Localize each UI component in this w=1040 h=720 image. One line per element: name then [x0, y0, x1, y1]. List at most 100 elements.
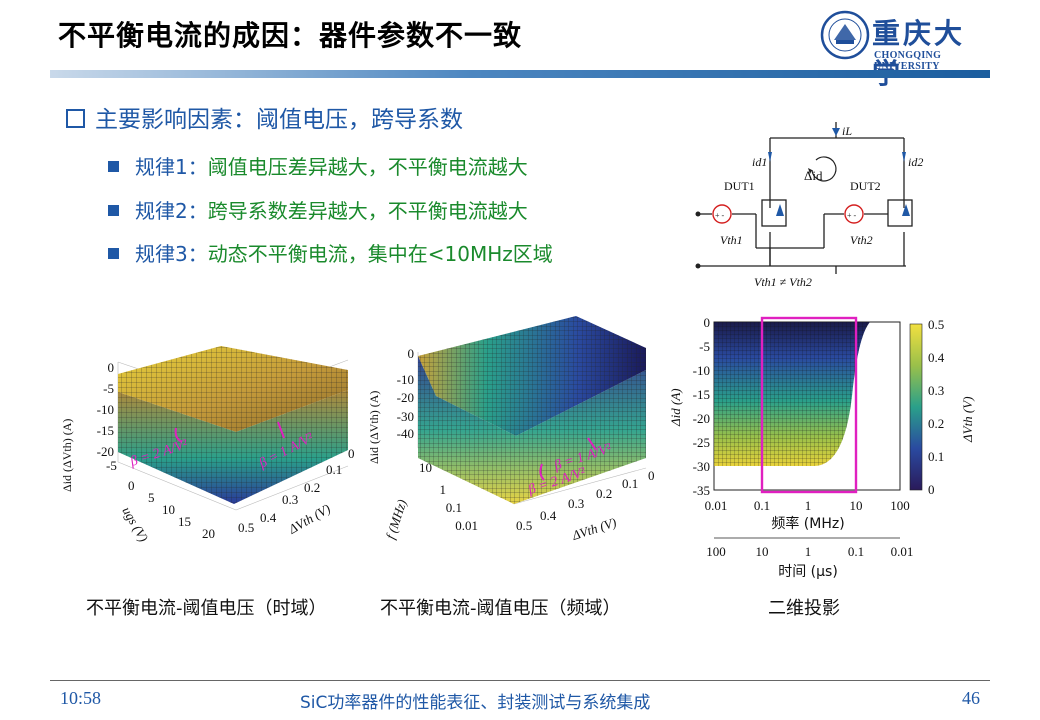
- plot2-ztick: -40: [397, 426, 414, 441]
- rule-item-1: 规律1：阈值电压差异越大，不平衡电流越大: [108, 151, 528, 180]
- plot1-ytick: 0: [348, 446, 355, 461]
- caption-time-domain: 不平衡电流-阈值电压（时域）: [86, 598, 327, 619]
- colorbar-tick: 0.3: [928, 383, 944, 398]
- footer-course-title: SiC功率器件的性能表征、封装测试与系统集成: [300, 693, 651, 713]
- plot1-ytick: 0.3: [282, 492, 298, 507]
- plot2-ytick: 0: [648, 468, 655, 483]
- plot2-ftick: 10: [419, 460, 432, 475]
- svg-text:+ -: + -: [715, 211, 725, 220]
- caption-frequency-domain: 不平衡电流-阈值电压（频域）: [380, 598, 621, 619]
- plot1-xtick: 10: [162, 502, 175, 517]
- square-bullet-icon: [108, 248, 119, 259]
- surface-plot-frequency-domain: Δid (ΔVth) (A) 0 -10 -20 -30 -40 f (MHz)…: [367, 316, 655, 543]
- caption-2d-projection: 二维投影: [768, 598, 840, 619]
- plot2-ztick: -10: [397, 372, 414, 387]
- square-bullet-icon: [108, 205, 119, 216]
- plot3-ytick: 0: [704, 315, 711, 330]
- surface-plot-time-domain: Δid (ΔVth) (A) 0 -5 -10 -15 -20 -5 0 5 1…: [60, 346, 355, 544]
- plot3-ytick: -25: [693, 435, 710, 450]
- plot3-tlabel: 时间 (μs): [778, 564, 838, 580]
- plot2-ftick: 1: [440, 482, 447, 497]
- checkbox-bullet-icon: [66, 109, 85, 128]
- rule-text: 阈值电压差异越大，不平衡电流越大: [207, 155, 528, 179]
- colorbar: [909, 323, 923, 491]
- circuit-label-dut1: DUT1: [724, 179, 755, 193]
- circuit-label-delta-id: Δid: [804, 168, 823, 183]
- plot2-ztick: -20: [397, 390, 414, 405]
- plot3-ylabel: Δid (A): [668, 388, 683, 427]
- rule-prefix: 规律2：: [135, 199, 208, 223]
- plot1-ztick: -15: [97, 423, 114, 438]
- rule-text: 动态不平衡电流，: [207, 242, 368, 266]
- rule-item-2: 规律2：跨导系数差异越大，不平衡电流越大: [108, 195, 528, 224]
- plot2-ytick: 0.4: [540, 508, 557, 523]
- plot2-ytick: 0.5: [516, 518, 532, 533]
- plot3-ytick: -5: [699, 339, 710, 354]
- colorbar-tick: 0.2: [928, 416, 944, 431]
- rule-highlight: 集中在<10MHz区域: [367, 242, 553, 266]
- colorbar-tick: 0.1: [928, 449, 944, 464]
- plot3-ttick: 0.01: [891, 544, 914, 559]
- plot3-ytick: -10: [693, 363, 710, 378]
- plot1-ztick: -5: [103, 381, 114, 396]
- plot3-ttick: 0.1: [848, 544, 864, 559]
- colorbar-label: ΔVth (V): [960, 396, 975, 443]
- plot2-ytick: 0.3: [568, 496, 584, 511]
- plot2-ftick: 0.01: [455, 518, 478, 533]
- circuit-label-vth1: Vth1: [720, 233, 743, 247]
- plot1-xtick: 20: [202, 526, 215, 541]
- plot3-xtick: 10: [850, 498, 863, 513]
- plot3-ttick: 10: [756, 544, 769, 559]
- colorbar-tick: 0.5: [928, 317, 944, 332]
- svg-text:+ -: + -: [847, 211, 857, 220]
- plot1-ytick: 0.1: [326, 462, 342, 477]
- plot1-ztick: -10: [97, 402, 114, 417]
- plot2-zlabel: Δid (ΔVth) (A): [367, 391, 381, 464]
- plot3-ytick: -35: [693, 483, 710, 498]
- colorbar-tick: 0.4: [928, 350, 945, 365]
- plot3-ytick: -15: [693, 387, 710, 402]
- rule-item-3: 规律3：动态不平衡电流，集中在<10MHz区域: [108, 238, 553, 267]
- plot3-ytick: -20: [693, 411, 710, 426]
- plot1-ytick: 0.4: [260, 510, 277, 525]
- plot2-ztick: -30: [397, 409, 414, 424]
- circuit-label-id2: id2: [908, 155, 923, 169]
- circuit-label-iL: iL: [842, 124, 852, 138]
- circuit-label-vth2: Vth2: [850, 233, 873, 247]
- plot2-ztick: 0: [408, 346, 415, 361]
- slide-title: 不平衡电流的成因：器件参数不一致: [58, 19, 523, 52]
- footer-divider: [50, 680, 990, 681]
- plot2-flabel: f (MHz): [383, 497, 410, 540]
- plot2-ftick: 0.1: [446, 500, 462, 515]
- projection-plot-2d: Δid (A) 0 -5 -10 -15 -20 -25 -30 -35 0.0…: [668, 315, 975, 580]
- plot3-xlabel: 频率 (MHz): [771, 515, 844, 532]
- university-seal-icon: [820, 10, 870, 60]
- plot1-xlabel: ugs (V): [119, 504, 151, 544]
- square-bullet-icon: [108, 161, 119, 172]
- plot3-xtick: 0.1: [754, 498, 770, 513]
- plot3-xtick: 100: [890, 498, 910, 513]
- plot3-xtick: 0.01: [705, 498, 728, 513]
- main-heading: 主要影响因素：阈值电压，跨导系数: [66, 100, 463, 134]
- rule-prefix: 规律3：: [135, 242, 208, 266]
- rule-prefix: 规律1：: [135, 155, 208, 179]
- plot1-xtick: 0: [128, 478, 135, 493]
- circuit-condition: Vth1 ≠ Vth2: [754, 275, 812, 289]
- plot2-ytick: 0.2: [596, 486, 612, 501]
- plot1-xtick: -5: [106, 458, 117, 473]
- plot3-xtick: 1: [805, 498, 812, 513]
- plot1-xtick: 15: [178, 514, 191, 529]
- university-logo: 重庆大学 CHONGQING UNIVERSITY: [820, 10, 988, 90]
- title-underline-bar: [50, 70, 990, 78]
- heading-text: 主要影响因素：阈值电压，跨导系数: [95, 107, 463, 133]
- rule-text: 跨导系数差异越大，不平衡电流越大: [207, 199, 528, 223]
- footer-time: 10:58: [60, 688, 102, 708]
- circuit-label-id1: id1: [752, 155, 767, 169]
- plot1-ytick: 0.5: [238, 520, 254, 535]
- plot1-ztick: 0: [108, 360, 115, 375]
- plot3-ttick: 100: [706, 544, 726, 559]
- plot2-ytick: 0.1: [622, 476, 638, 491]
- parallel-mosfet-circuit-diagram: + - + - iL id1 id2 Δid DUT1 DUT2 Vth1 Vt…: [695, 122, 923, 289]
- plot3-ytick: -30: [693, 459, 710, 474]
- plot1-ztick: -20: [97, 444, 114, 459]
